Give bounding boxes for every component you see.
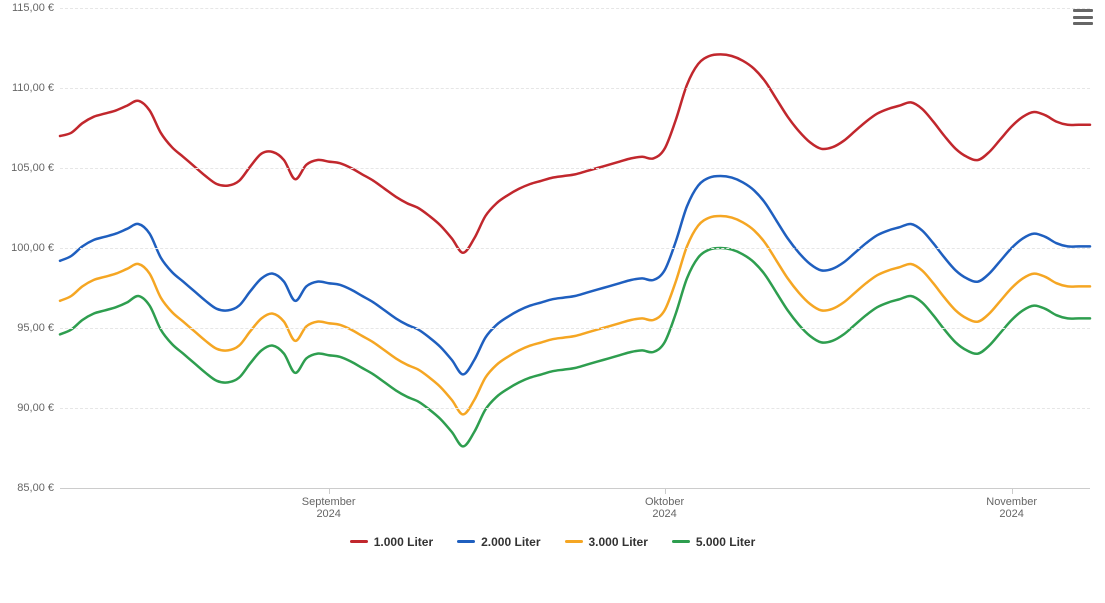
y-gridline: [60, 88, 1090, 89]
x-tick: [329, 488, 330, 494]
x-tick-year: 2024: [986, 508, 1037, 520]
x-tick: [665, 488, 666, 494]
x-tick-year: 2024: [645, 508, 684, 520]
series-line: [60, 54, 1090, 252]
y-gridline: [60, 408, 1090, 409]
chart-legend: 1.000 Liter 2.000 Liter 3.000 Liter 5.000 L…: [0, 532, 1105, 549]
x-tick-month: September: [302, 496, 356, 508]
legend-label: 5.000 Liter: [696, 535, 755, 549]
legend-swatch: [457, 540, 475, 543]
y-gridline: [60, 248, 1090, 249]
x-tick-month: November: [986, 496, 1037, 508]
legend-swatch: [565, 540, 583, 543]
series-line: [60, 176, 1090, 374]
y-tick-label: 85,00 €: [17, 482, 60, 494]
y-gridline: [60, 488, 1090, 489]
legend-label: 1.000 Liter: [374, 535, 433, 549]
y-gridline: [60, 168, 1090, 169]
legend-item[interactable]: 3.000 Liter: [565, 535, 648, 549]
x-tick-month: Oktober: [645, 496, 684, 508]
legend-item[interactable]: 1.000 Liter: [350, 535, 433, 549]
x-tick-label: September2024: [302, 496, 356, 520]
y-tick-label: 115,00 €: [12, 2, 60, 14]
legend-item[interactable]: 2.000 Liter: [457, 535, 540, 549]
y-tick-label: 110,00 €: [12, 82, 60, 94]
plot-area: 85,00 €90,00 €95,00 €100,00 €105,00 €110…: [60, 8, 1090, 488]
legend-item[interactable]: 5.000 Liter: [672, 535, 755, 549]
legend-label: 2.000 Liter: [481, 535, 540, 549]
y-tick-label: 100,00 €: [11, 242, 60, 254]
y-tick-label: 90,00 €: [17, 402, 60, 414]
y-gridline: [60, 328, 1090, 329]
y-tick-label: 95,00 €: [17, 322, 60, 334]
legend-swatch: [672, 540, 690, 543]
y-tick-label: 105,00 €: [11, 162, 60, 174]
y-gridline: [60, 8, 1090, 9]
legend-swatch: [350, 540, 368, 543]
legend-label: 3.000 Liter: [589, 535, 648, 549]
x-tick-label: November2024: [986, 496, 1037, 520]
x-tick-label: Oktober2024: [645, 496, 684, 520]
x-tick-year: 2024: [302, 508, 356, 520]
price-chart: 85,00 € 90,00 € 95,00 € 100,00 € 105,00 € 110…: [0, 0, 1105, 603]
x-tick: [1012, 488, 1013, 494]
